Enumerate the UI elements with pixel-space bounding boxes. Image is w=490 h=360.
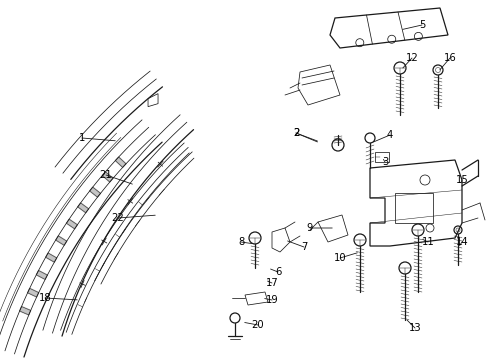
Polygon shape [102, 172, 113, 182]
Text: 7: 7 [301, 242, 307, 252]
Polygon shape [27, 288, 39, 297]
Text: 9: 9 [307, 223, 313, 233]
Text: 8: 8 [238, 237, 244, 247]
Text: 4: 4 [387, 130, 393, 140]
Text: 19: 19 [266, 295, 278, 305]
Text: 22: 22 [112, 213, 124, 223]
Text: 5: 5 [419, 20, 425, 30]
Polygon shape [115, 157, 126, 167]
Text: 12: 12 [406, 53, 418, 63]
Polygon shape [36, 270, 48, 279]
Polygon shape [20, 306, 31, 315]
Text: 15: 15 [456, 175, 468, 185]
Text: 20: 20 [252, 320, 264, 330]
Bar [395, 193, 433, 223]
Polygon shape [90, 187, 100, 197]
Text: 2: 2 [293, 128, 299, 138]
Polygon shape [56, 236, 67, 246]
Bar [375, 152, 389, 162]
Text: 1: 1 [79, 133, 85, 143]
Text: 2: 2 [293, 128, 299, 138]
Text: 14: 14 [456, 237, 468, 247]
Text: 18: 18 [39, 293, 51, 303]
Text: 16: 16 [443, 53, 456, 63]
Text: 3: 3 [382, 157, 388, 167]
Polygon shape [78, 203, 89, 213]
Text: 10: 10 [334, 253, 346, 263]
Polygon shape [46, 253, 57, 262]
Text: 17: 17 [266, 278, 278, 288]
Polygon shape [66, 219, 77, 229]
Text: 6: 6 [275, 267, 281, 277]
Text: 13: 13 [409, 323, 421, 333]
Text: 21: 21 [99, 170, 112, 180]
Text: 11: 11 [421, 237, 434, 247]
